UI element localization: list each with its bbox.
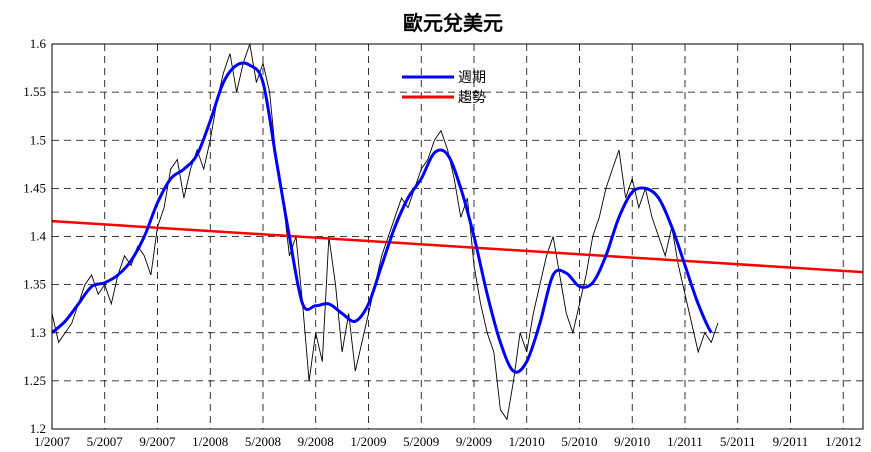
- y-tick-label: 1.45: [23, 180, 46, 195]
- x-tick-label: 1/2012: [825, 434, 861, 449]
- series-line-trend: [51, 219, 864, 274]
- x-tick-label: 9/2009: [456, 434, 492, 449]
- x-tick-label: 9/2008: [298, 434, 334, 449]
- x-tick-label: 1/2010: [509, 434, 545, 449]
- y-tick-label: 1.3: [30, 325, 46, 340]
- legend-label-cycle: 週期: [458, 70, 486, 86]
- series-line-cycle: [51, 61, 713, 374]
- x-tick-label: 5/2007: [87, 434, 124, 449]
- x-tick-label: 5/2008: [245, 434, 281, 449]
- x-tick-label: 1/2007: [34, 434, 71, 449]
- plot-frame: [51, 43, 864, 430]
- x-tick-label: 1/2008: [192, 434, 228, 449]
- y-tick-label: 1.6: [30, 36, 47, 51]
- legend: 週期 趨勢: [402, 70, 486, 106]
- grid: [52, 44, 863, 429]
- series-layer: [51, 43, 864, 421]
- chart-title: 歐元兌美元: [403, 11, 503, 35]
- x-tick-label: 1/2011: [667, 434, 703, 449]
- y-tick-label: 1.55: [23, 84, 46, 99]
- x-tick-label: 9/2011: [773, 434, 809, 449]
- x-tick-label: 5/2011: [720, 434, 756, 449]
- x-tick-label: 5/2010: [561, 434, 597, 449]
- y-tick-label: 1.4: [30, 229, 47, 244]
- y-tick-label: 1.25: [23, 373, 46, 388]
- x-tick-label: 9/2010: [614, 434, 650, 449]
- y-tick-label: 1.2: [30, 421, 46, 436]
- legend-label-trend: 趨勢: [458, 90, 486, 106]
- x-tick-label: 1/2009: [350, 434, 386, 449]
- series-line-rate: [51, 43, 719, 421]
- x-tick-label: 9/2007: [139, 434, 176, 449]
- y-tick-label: 1.5: [30, 132, 46, 147]
- x-tick-label: 5/2009: [403, 434, 439, 449]
- axis-labels: 1.2 1.25 1.3 1.35 1.4 1.45 1.5 1.55 1.6 1/2007 5/2…: [23, 36, 861, 449]
- y-tick-label: 1.35: [23, 277, 46, 292]
